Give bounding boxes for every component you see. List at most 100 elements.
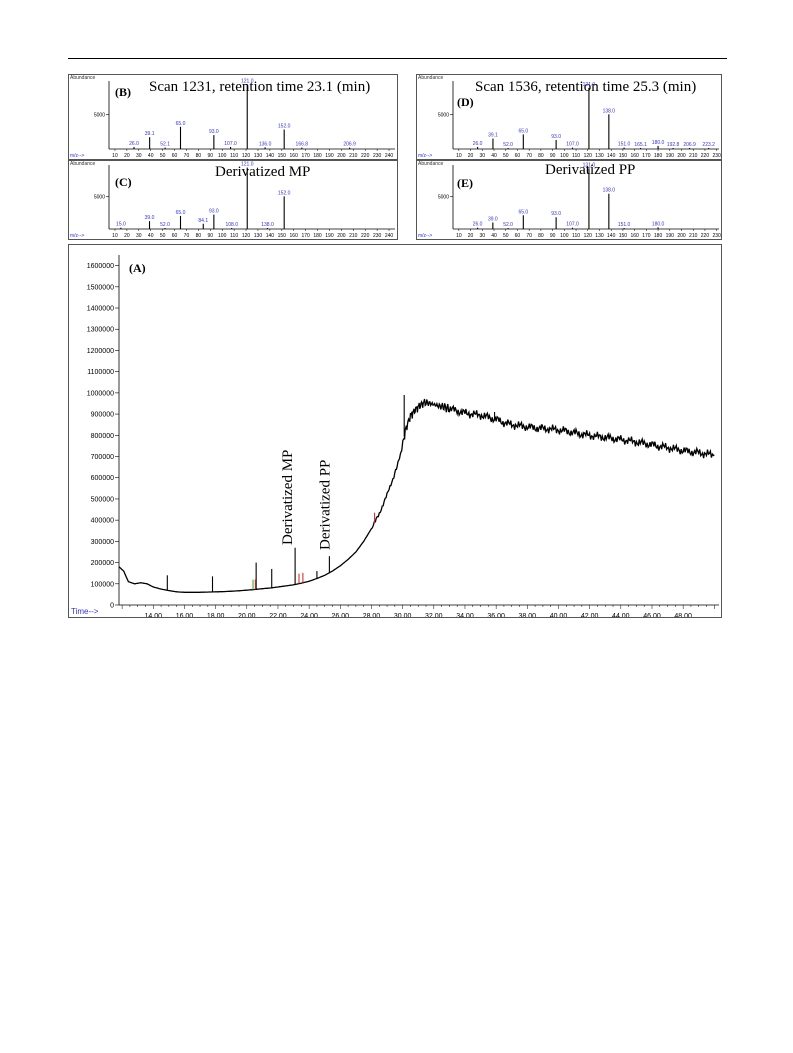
peak-label: 39.0 <box>488 216 498 222</box>
x-tick-label: 20.00 <box>238 613 256 618</box>
x-tick-label: 180 <box>654 233 663 239</box>
spectrum-plot: 5000 10 20 30 40 50 60 70 80 90 100 110 120 130 140 150… <box>438 81 721 159</box>
y-tick-label: 1200000 <box>87 348 114 355</box>
x-tick-label: 22.00 <box>269 613 287 618</box>
peak-label: 65.0 <box>518 209 528 215</box>
panel-tag: (D) <box>457 95 474 109</box>
peak-label: 107.0 <box>566 222 579 228</box>
x-tick-label: 130 <box>595 153 604 159</box>
x-tick-label: 150 <box>619 153 628 159</box>
x-tick-label: 34.00 <box>456 613 474 618</box>
peak-label: 26.0 <box>473 141 483 147</box>
peak-label: 121.0 <box>241 78 254 84</box>
x-tick-label: 210 <box>349 153 358 159</box>
peak-label: 180.0 <box>652 140 665 146</box>
x-tick-label: 46.00 <box>643 613 661 618</box>
x-tick-label: 90 <box>208 233 214 239</box>
x-tick-label: 90 <box>550 233 556 239</box>
x-tick-label: 200 <box>677 153 686 159</box>
y-axis-label: Abundance <box>70 75 96 81</box>
chromatogram-trace <box>118 398 715 593</box>
x-tick-label: 10 <box>112 153 118 159</box>
chromatogram-plot: 0 100000 200000 300000 400000 500000 600000 700… <box>87 255 719 618</box>
peak-label: 138.0 <box>603 108 616 114</box>
peak-label: 65.0 <box>518 128 528 134</box>
spectrum-title: Scan 1231, retention time 23.1 (min) <box>149 79 371 95</box>
peak-label: 138.0 <box>261 222 274 228</box>
y-tick-label: 5000 <box>438 194 449 200</box>
peak-label: 108.0 <box>225 222 238 228</box>
x-tick-label: 40.00 <box>550 613 568 618</box>
x-tick-label: 60 <box>515 233 521 239</box>
spectrum-plot: 5000 10 20 30 40 50 60 70 80 90 100 110 120 130 140 150… <box>438 162 721 239</box>
x-tick-label: 10 <box>456 233 462 239</box>
y-tick-label: 800000 <box>91 433 114 440</box>
y-tick-label: 5000 <box>94 112 105 118</box>
x-tick-label: 80 <box>196 153 202 159</box>
x-tick-label: 32.00 <box>425 613 443 618</box>
x-tick-label: 200 <box>337 233 346 239</box>
y-tick-label: 700000 <box>91 454 114 461</box>
panel-tag: (B) <box>115 85 131 99</box>
y-tick-label: 1100000 <box>87 369 114 376</box>
x-tick-label: 60 <box>172 153 178 159</box>
y-tick-label: 5000 <box>438 112 449 118</box>
peak-label: 192.8 <box>667 142 680 148</box>
y-tick-label: 1600000 <box>87 263 114 270</box>
x-tick-label: 110 <box>572 153 580 159</box>
y-tick-label: 1000000 <box>87 390 114 397</box>
x-tick-label: 200 <box>337 153 346 159</box>
x-tick-label: 240 <box>385 153 394 159</box>
peak-label: 39.1 <box>488 133 498 139</box>
x-tick-label: 100 <box>560 233 569 239</box>
peak-label: 65.0 <box>176 210 186 216</box>
x-axis-label: m/z--> <box>418 233 433 239</box>
x-tick-label: 26.00 <box>332 613 350 618</box>
x-tick-label: 150 <box>619 233 628 239</box>
peak-label: 52.0 <box>503 142 513 148</box>
x-tick-label: 50 <box>503 153 509 159</box>
x-axis-label: m/z--> <box>70 153 85 159</box>
peak-annotation: Derivatized MP <box>280 450 296 545</box>
x-tick-label: 160 <box>290 153 299 159</box>
x-tick-label: 48.00 <box>674 613 692 618</box>
y-tick-label: 300000 <box>91 539 114 546</box>
peak-label: 138.0 <box>603 188 616 194</box>
x-tick-label: 30 <box>480 153 486 159</box>
x-tick-label: 100 <box>560 153 569 159</box>
x-tick-label: 14.00 <box>145 613 163 618</box>
x-tick-label: 40 <box>148 153 154 159</box>
x-tick-label: 30 <box>136 233 142 239</box>
x-tick-label: 180 <box>313 233 322 239</box>
peak-label: 26.0 <box>473 222 483 228</box>
peak-label: 52.0 <box>503 222 513 228</box>
x-tick-label: 60 <box>172 233 178 239</box>
x-tick-label: 24.00 <box>300 613 318 618</box>
peak-label: 165.1 <box>634 142 647 148</box>
y-tick-label: 0 <box>110 603 114 610</box>
x-tick-label: 20 <box>124 153 130 159</box>
x-tick-label: 210 <box>689 233 698 239</box>
x-tick-label: 140 <box>607 153 616 159</box>
y-tick-label: 600000 <box>91 475 114 482</box>
y-tick-label: 500000 <box>91 496 114 503</box>
peak-label: 65.0 <box>176 121 186 127</box>
spectrum-title: Derivatized PP <box>545 162 636 178</box>
x-tick-label: 220 <box>701 153 710 159</box>
mass-spectrum-b: Abundance (B) Scan 1231, retention time … <box>68 74 398 160</box>
x-tick-label: 42.00 <box>581 613 599 618</box>
peak-label: 223.2 <box>702 142 715 148</box>
x-tick-label: 160 <box>630 233 639 239</box>
x-tick-label: 50 <box>160 233 166 239</box>
x-tick-label: 30.00 <box>394 613 412 618</box>
spectrum-title: Derivatized MP <box>215 164 311 180</box>
x-tick-label: 150 <box>278 233 287 239</box>
x-tick-label: 140 <box>607 233 616 239</box>
peak-label: 151.0 <box>618 142 631 148</box>
spectrum-plot: 5000 10 20 30 40 50 60 70 80 90 100 110 120 130 140 150… <box>94 78 395 159</box>
panel-tag: (A) <box>129 261 146 275</box>
x-tick-label: 30 <box>136 153 142 159</box>
peak-label: 152.0 <box>278 190 291 196</box>
total-ion-chromatogram: (A) Time--> 0 100000 200000 300000 400000 500… <box>68 244 722 618</box>
x-tick-label: 210 <box>689 153 698 159</box>
